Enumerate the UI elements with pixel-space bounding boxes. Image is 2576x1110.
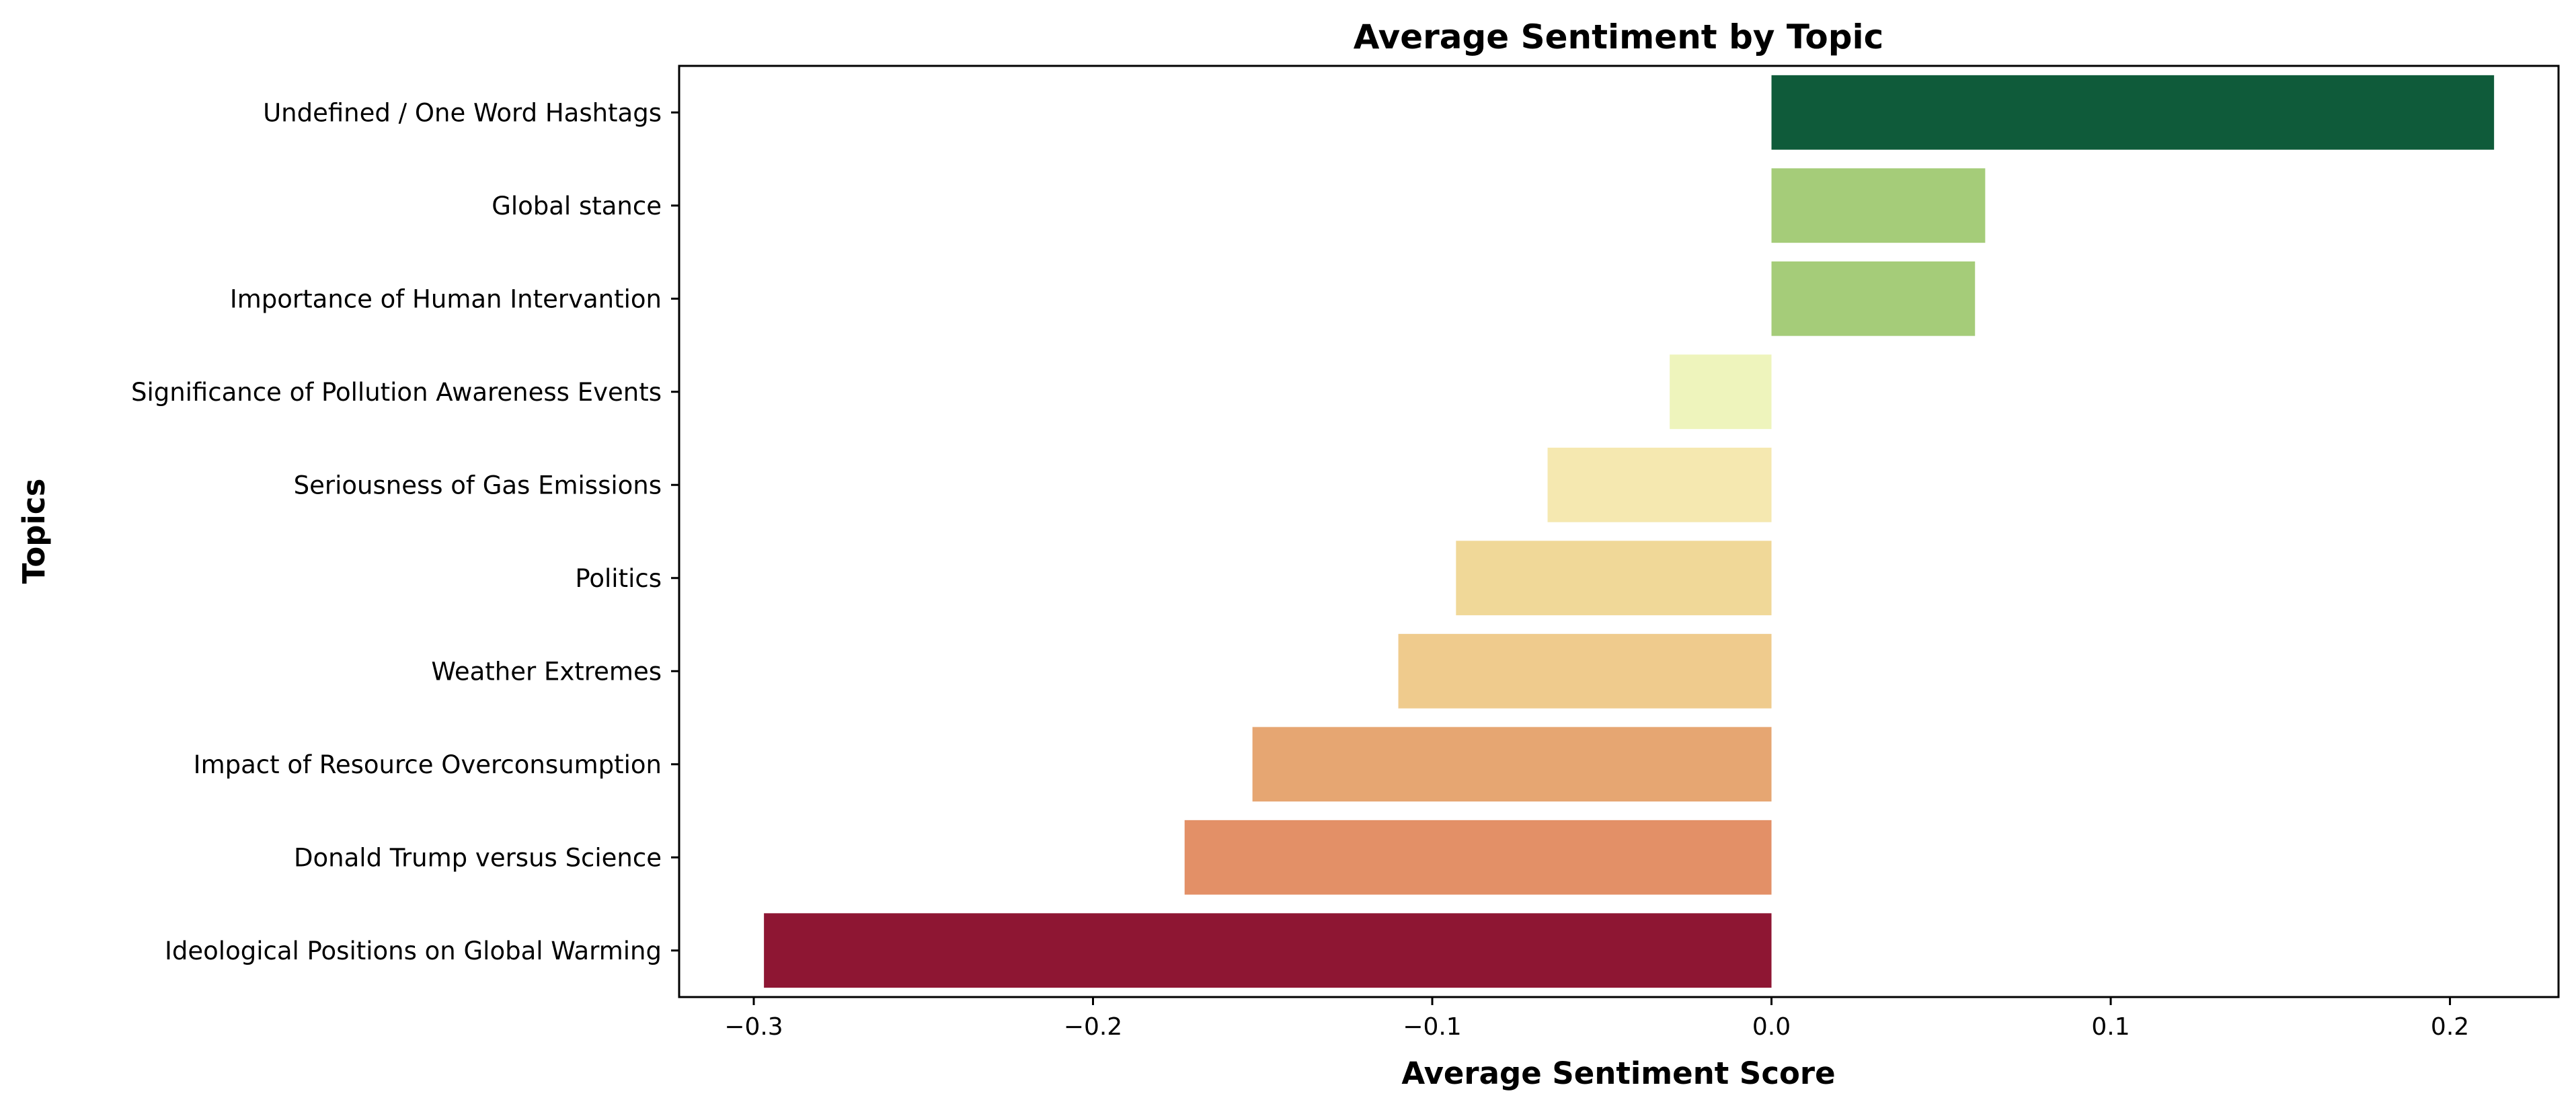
y-tick-label: Donald Trump versus Science xyxy=(294,843,662,872)
y-labels: Undefined / One Word Hashtags Global stan… xyxy=(131,98,679,965)
y-tick-label: Ideological Positions on Global Warming xyxy=(165,937,662,965)
plot-frame xyxy=(678,65,2560,998)
y-axis-label: Topics xyxy=(16,479,52,584)
bar xyxy=(1252,727,1772,802)
bar xyxy=(1771,261,1976,336)
x-tick-label: −0.1 xyxy=(1403,1013,1461,1041)
y-tick-label: Importance of Human Intervantion xyxy=(230,284,662,313)
x-tick-label: 0.1 xyxy=(2091,1013,2130,1041)
x-tick-label: −0.3 xyxy=(724,1013,783,1041)
bar xyxy=(1771,168,1986,243)
chart-title: Average Sentiment by Topic xyxy=(1354,17,1884,56)
y-tick-label: Global stance xyxy=(492,192,662,221)
x-tick-label: −0.2 xyxy=(1064,1013,1122,1041)
bar xyxy=(1398,633,1772,709)
bar xyxy=(1771,75,2495,150)
bar xyxy=(1184,820,1772,895)
y-tick-label: Seriousness of Gas Emissions xyxy=(294,471,662,500)
y-tick-label: Politics xyxy=(575,564,662,593)
y-tick-label: Significance of Pollution Awareness Even… xyxy=(131,378,662,407)
bar xyxy=(1547,447,1772,522)
y-tick-label: Undefined / One Word Hashtags xyxy=(263,98,662,127)
y-tick-label: Impact of Resource Overconsumption xyxy=(194,750,662,779)
bars xyxy=(764,75,2495,988)
x-axis-label: Average Sentiment Score xyxy=(1401,1056,1835,1091)
x-tick-label: 0.0 xyxy=(1752,1013,1791,1041)
bar xyxy=(1670,354,1772,430)
y-tick-label: Weather Extremes xyxy=(431,657,662,686)
bar xyxy=(1456,541,1772,616)
bar xyxy=(764,913,1772,988)
x-ticks: −0.3 −0.2 −0.1 0.0 0.1 0.2 xyxy=(724,997,2469,1041)
x-tick-label: 0.2 xyxy=(2431,1013,2469,1041)
